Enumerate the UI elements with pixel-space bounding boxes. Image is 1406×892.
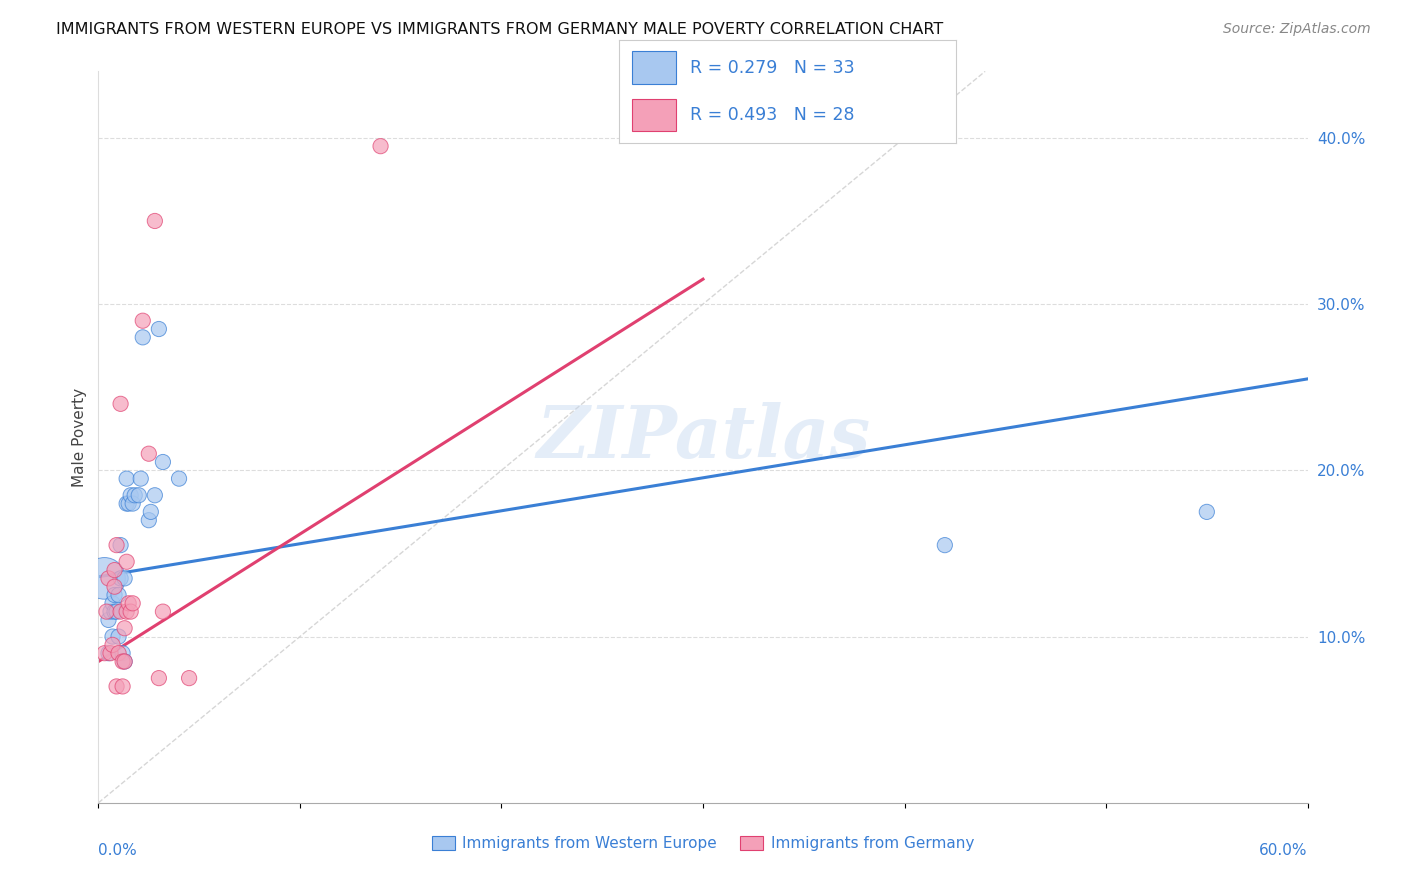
Point bbox=[93, 646, 115, 660]
Point bbox=[120, 488, 142, 502]
Point bbox=[100, 646, 122, 660]
Point bbox=[103, 588, 125, 602]
Point bbox=[96, 605, 118, 619]
Point bbox=[110, 397, 132, 411]
Point bbox=[115, 605, 138, 619]
Point bbox=[121, 596, 143, 610]
Bar bbox=[633, 99, 676, 131]
Text: IMMIGRANTS FROM WESTERN EUROPE VS IMMIGRANTS FROM GERMANY MALE POVERTY CORRELATI: IMMIGRANTS FROM WESTERN EUROPE VS IMMIGR… bbox=[56, 22, 943, 37]
Point bbox=[115, 472, 138, 486]
Legend: Immigrants from Western Europe, Immigrants from Germany: Immigrants from Western Europe, Immigran… bbox=[426, 830, 980, 857]
Point bbox=[107, 646, 129, 660]
Text: R = 0.279   N = 33: R = 0.279 N = 33 bbox=[689, 59, 853, 77]
Point bbox=[152, 455, 174, 469]
Point bbox=[111, 646, 134, 660]
Point bbox=[101, 638, 124, 652]
Point bbox=[114, 621, 136, 635]
Point bbox=[105, 605, 128, 619]
Point bbox=[103, 563, 125, 577]
Point bbox=[148, 322, 170, 336]
Text: Source: ZipAtlas.com: Source: ZipAtlas.com bbox=[1223, 22, 1371, 37]
Point bbox=[934, 538, 956, 552]
Point bbox=[111, 655, 134, 669]
Point bbox=[128, 488, 150, 502]
Point bbox=[107, 588, 129, 602]
Point bbox=[129, 472, 152, 486]
Point bbox=[93, 571, 115, 585]
Point bbox=[101, 630, 124, 644]
Point bbox=[97, 613, 120, 627]
Point bbox=[105, 680, 128, 694]
Point bbox=[107, 630, 129, 644]
Point bbox=[110, 605, 132, 619]
Point bbox=[124, 488, 146, 502]
Point bbox=[115, 497, 138, 511]
Point bbox=[138, 513, 160, 527]
Point bbox=[118, 497, 141, 511]
Point bbox=[114, 655, 136, 669]
Point bbox=[179, 671, 201, 685]
Point bbox=[138, 447, 160, 461]
Point bbox=[1195, 505, 1218, 519]
Point bbox=[370, 139, 392, 153]
Point bbox=[132, 314, 155, 328]
Text: R = 0.493   N = 28: R = 0.493 N = 28 bbox=[689, 106, 853, 124]
Point bbox=[143, 488, 166, 502]
Point bbox=[101, 596, 124, 610]
Point bbox=[148, 671, 170, 685]
Point bbox=[110, 538, 132, 552]
Point bbox=[105, 538, 128, 552]
Point bbox=[103, 580, 125, 594]
Text: 0.0%: 0.0% bbox=[98, 843, 138, 858]
Point bbox=[120, 605, 142, 619]
Point bbox=[114, 655, 136, 669]
Point bbox=[97, 571, 120, 585]
Point bbox=[118, 596, 141, 610]
Point bbox=[103, 605, 125, 619]
Point bbox=[121, 497, 143, 511]
Point bbox=[132, 330, 155, 344]
Point bbox=[139, 505, 162, 519]
Point bbox=[152, 605, 174, 619]
Point bbox=[110, 571, 132, 585]
Point bbox=[100, 605, 122, 619]
Point bbox=[115, 555, 138, 569]
Text: ZIPatlas: ZIPatlas bbox=[536, 401, 870, 473]
Text: 60.0%: 60.0% bbox=[1260, 843, 1308, 858]
Y-axis label: Male Poverty: Male Poverty bbox=[72, 387, 87, 487]
Point bbox=[111, 680, 134, 694]
Point bbox=[97, 646, 120, 660]
Point bbox=[114, 571, 136, 585]
Bar bbox=[633, 52, 676, 84]
Point bbox=[143, 214, 166, 228]
Point bbox=[167, 472, 190, 486]
